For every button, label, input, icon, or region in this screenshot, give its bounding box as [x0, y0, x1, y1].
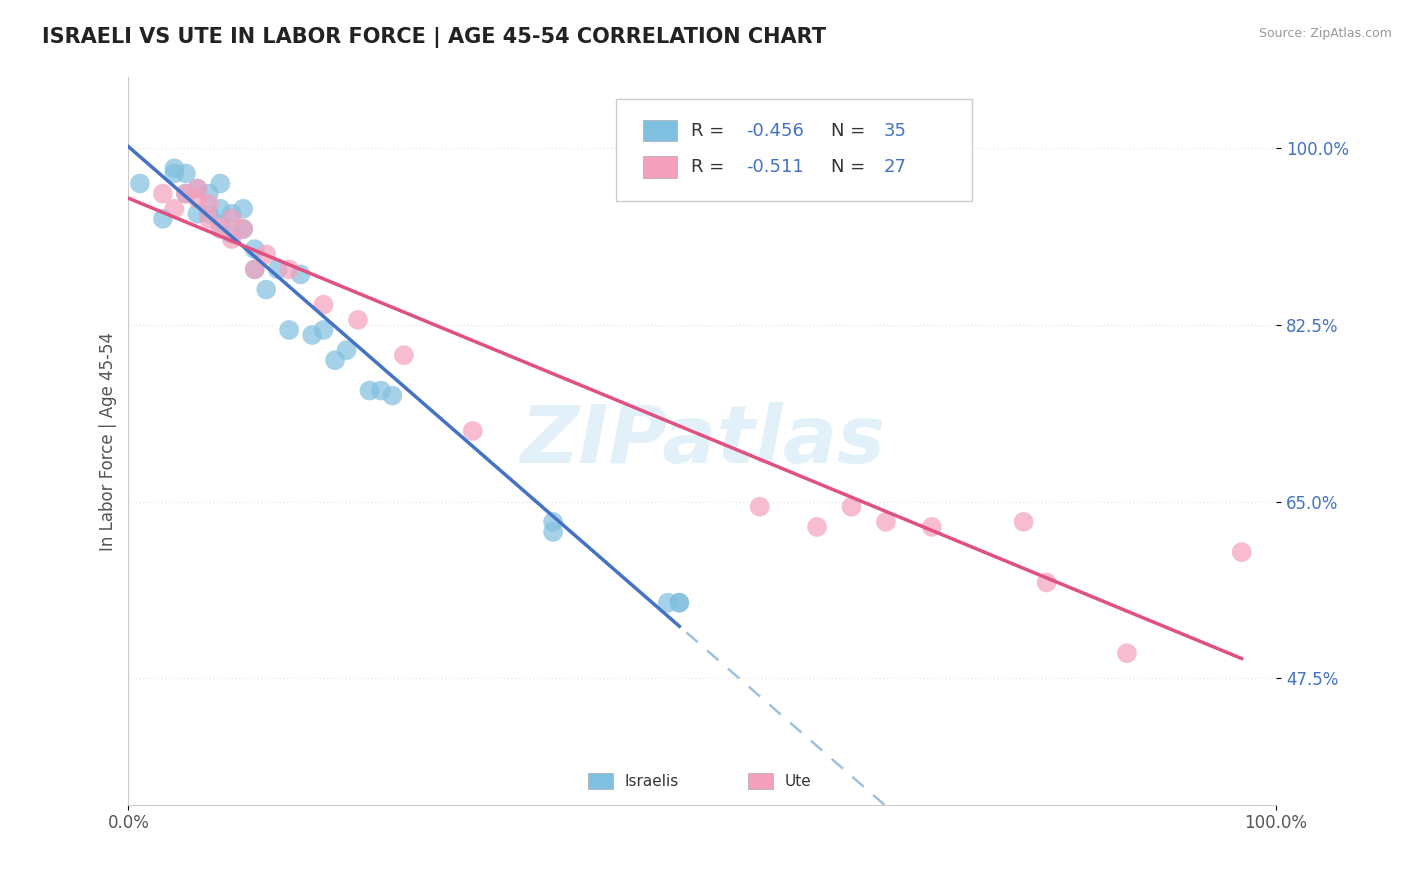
- FancyBboxPatch shape: [616, 99, 972, 201]
- Point: [163, 166, 186, 180]
- FancyBboxPatch shape: [588, 773, 613, 789]
- Point: [198, 196, 221, 211]
- Point: [209, 177, 232, 191]
- Point: [254, 283, 277, 297]
- Text: -0.456: -0.456: [747, 121, 804, 139]
- Point: [174, 186, 197, 201]
- Point: [266, 262, 288, 277]
- Y-axis label: In Labor Force | Age 45-54: In Labor Force | Age 45-54: [100, 332, 117, 550]
- Point: [243, 242, 266, 256]
- Point: [1035, 575, 1057, 590]
- Point: [243, 262, 266, 277]
- FancyBboxPatch shape: [643, 120, 678, 142]
- Text: Ute: Ute: [785, 774, 811, 789]
- Point: [174, 166, 197, 180]
- Point: [174, 186, 197, 201]
- Point: [875, 515, 897, 529]
- Text: N =: N =: [831, 121, 870, 139]
- Point: [921, 520, 943, 534]
- Point: [152, 211, 174, 226]
- Point: [254, 247, 277, 261]
- Point: [1230, 545, 1253, 559]
- Text: ZIPatlas: ZIPatlas: [520, 402, 884, 480]
- Point: [748, 500, 770, 514]
- Point: [221, 207, 243, 221]
- Point: [186, 192, 208, 206]
- Point: [841, 500, 863, 514]
- Point: [198, 186, 221, 201]
- Point: [278, 262, 301, 277]
- Point: [186, 207, 208, 221]
- Point: [657, 596, 679, 610]
- Point: [186, 181, 208, 195]
- FancyBboxPatch shape: [643, 156, 678, 178]
- Point: [243, 262, 266, 277]
- Point: [152, 186, 174, 201]
- Point: [163, 202, 186, 216]
- Point: [221, 227, 243, 241]
- Text: 35: 35: [883, 121, 907, 139]
- Text: 27: 27: [883, 158, 907, 176]
- Point: [163, 161, 186, 176]
- Point: [381, 389, 404, 403]
- Point: [1012, 515, 1035, 529]
- Point: [209, 217, 232, 231]
- Point: [335, 343, 357, 358]
- Point: [392, 348, 415, 362]
- FancyBboxPatch shape: [748, 773, 773, 789]
- Point: [221, 232, 243, 246]
- Point: [198, 207, 221, 221]
- Point: [359, 384, 381, 398]
- Point: [198, 211, 221, 226]
- Point: [541, 524, 564, 539]
- Point: [347, 313, 370, 327]
- Point: [232, 222, 254, 236]
- Point: [209, 202, 232, 216]
- Point: [541, 515, 564, 529]
- Point: [232, 222, 254, 236]
- Point: [186, 181, 208, 195]
- Text: Israelis: Israelis: [624, 774, 679, 789]
- Point: [668, 596, 690, 610]
- Point: [323, 353, 346, 368]
- Text: -0.511: -0.511: [747, 158, 804, 176]
- Point: [1115, 646, 1137, 660]
- Point: [461, 424, 484, 438]
- Point: [209, 222, 232, 236]
- Point: [221, 211, 243, 226]
- Text: R =: R =: [690, 121, 730, 139]
- Point: [312, 323, 335, 337]
- Text: Source: ZipAtlas.com: Source: ZipAtlas.com: [1258, 27, 1392, 40]
- Point: [301, 328, 323, 343]
- Text: N =: N =: [831, 158, 870, 176]
- Point: [278, 323, 301, 337]
- Point: [290, 268, 312, 282]
- Point: [668, 596, 690, 610]
- Text: R =: R =: [690, 158, 730, 176]
- Point: [312, 298, 335, 312]
- Point: [370, 384, 392, 398]
- Point: [129, 177, 152, 191]
- Point: [232, 202, 254, 216]
- Text: ISRAELI VS UTE IN LABOR FORCE | AGE 45-54 CORRELATION CHART: ISRAELI VS UTE IN LABOR FORCE | AGE 45-5…: [42, 27, 827, 48]
- Point: [806, 520, 828, 534]
